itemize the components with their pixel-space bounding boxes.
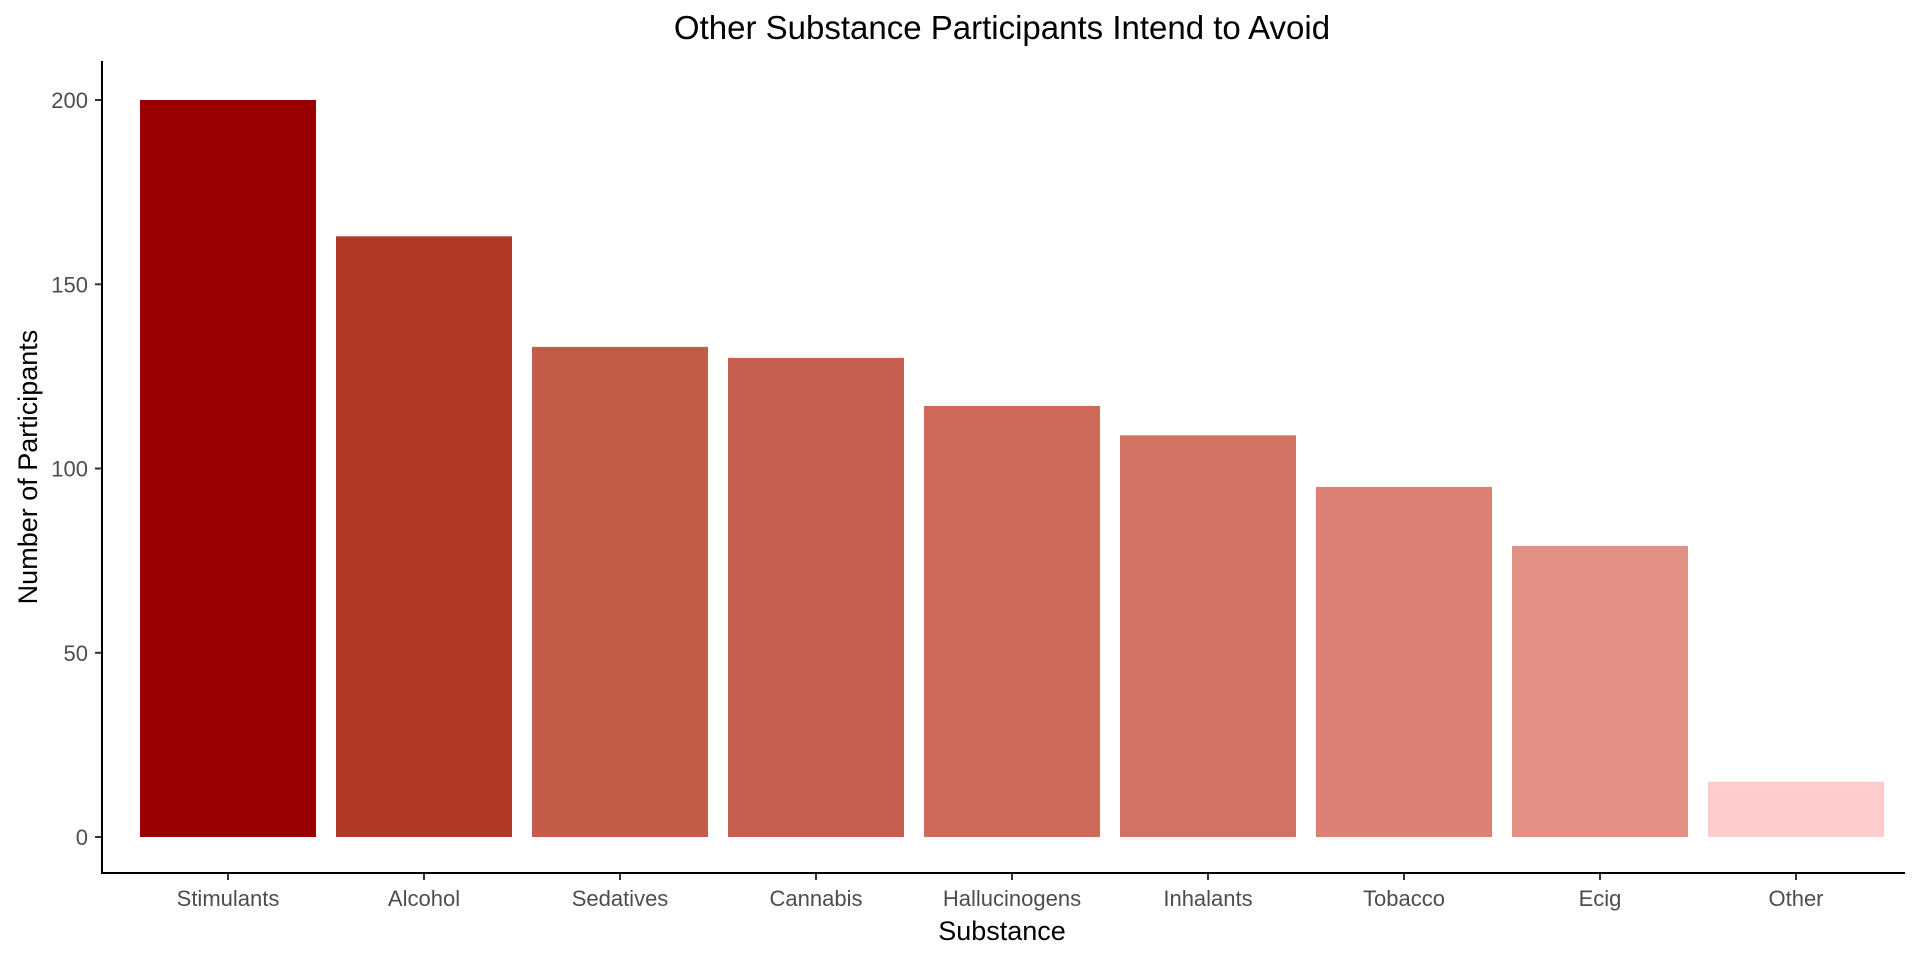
- bar-hallucinogens: [924, 405, 1100, 837]
- y-axis-title: Number of Participants: [13, 330, 43, 605]
- y-tick-label-200: 200: [51, 88, 88, 113]
- x-tick-label-stimulants: Stimulants: [177, 886, 280, 911]
- x-axis-ticks: Stimulants Alcohol Sedatives Cannabis Halluc…: [177, 873, 1824, 911]
- x-tick-label-sedatives: Sedatives: [572, 886, 669, 911]
- bar-sedatives: [532, 346, 708, 837]
- x-tick-label-tobacco: Tobacco: [1363, 886, 1445, 911]
- x-tick-label-other: Other: [1768, 886, 1823, 911]
- x-tick-label-hallucinogens: Hallucinogens: [943, 886, 1081, 911]
- bar-other: [1708, 781, 1884, 837]
- bar-alcohol: [336, 236, 512, 838]
- bar-ecig: [1512, 545, 1688, 837]
- y-tick-label-50: 50: [64, 641, 88, 666]
- y-tick-label-100: 100: [51, 457, 88, 482]
- x-tick-label-ecig: Ecig: [1579, 886, 1622, 911]
- x-tick-label-alcohol: Alcohol: [388, 886, 460, 911]
- bar-tobacco: [1316, 486, 1492, 837]
- x-tick-label-inhalants: Inhalants: [1163, 886, 1252, 911]
- bars-group: [140, 100, 1884, 838]
- bar-stimulants: [140, 100, 316, 837]
- bar-inhalants: [1120, 435, 1296, 837]
- y-tick-label-0: 0: [76, 825, 88, 850]
- x-axis-title: Substance: [938, 916, 1066, 946]
- x-tick-label-cannabis: Cannabis: [770, 886, 863, 911]
- bar-cannabis: [728, 357, 904, 837]
- y-tick-label-150: 150: [51, 272, 88, 297]
- y-axis-ticks: 0 50 100 150 200: [51, 88, 102, 850]
- chart-title: Other Substance Participants Intend to A…: [674, 9, 1330, 46]
